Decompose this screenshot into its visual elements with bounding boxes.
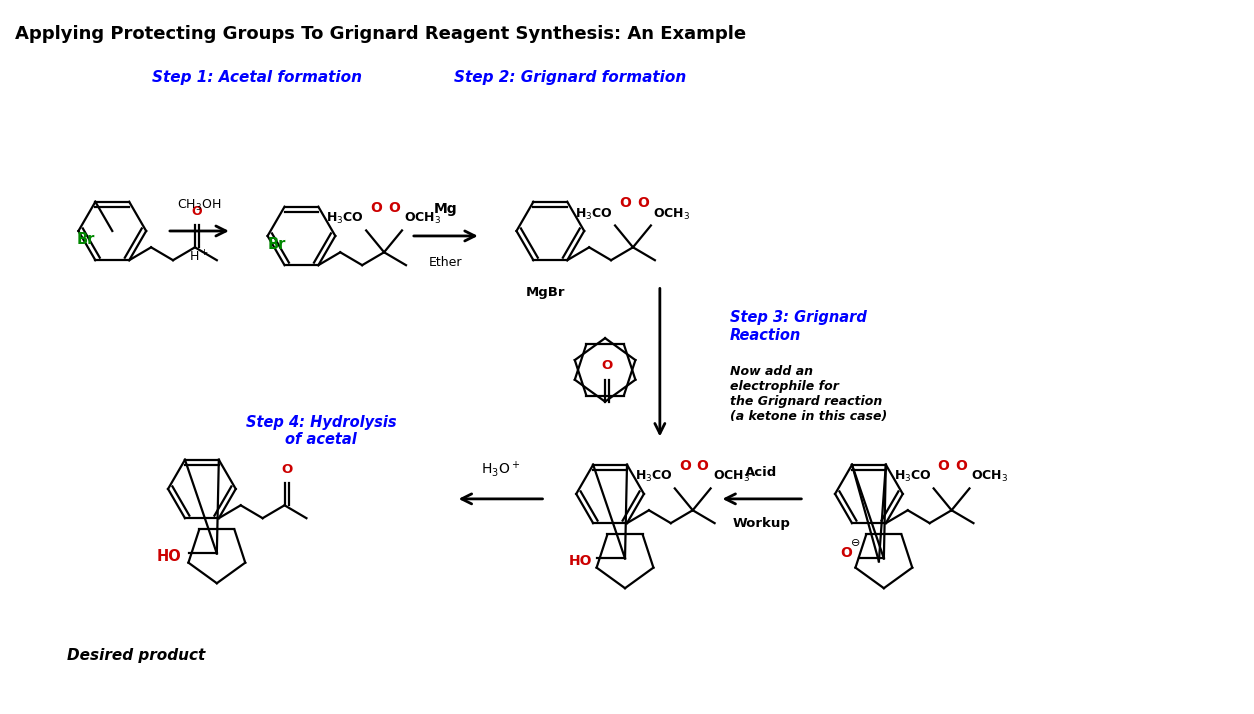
Text: Now add an
electrophile for
the Grignard reaction
(a ketone in this case): Now add an electrophile for the Grignard… (730, 365, 887, 423)
Text: H$_3$CO: H$_3$CO (894, 469, 932, 484)
Text: O: O (637, 196, 648, 210)
Text: Applying Protecting Groups To Grignard Reagent Synthesis: An Example: Applying Protecting Groups To Grignard R… (15, 24, 746, 43)
Text: Ether: Ether (429, 256, 463, 268)
Text: Desired product: Desired product (68, 648, 206, 663)
Text: ⊖: ⊖ (851, 538, 860, 548)
Text: OCH$_3$: OCH$_3$ (972, 469, 1008, 484)
Text: Step 2: Grignard formation: Step 2: Grignard formation (454, 70, 686, 85)
Text: OCH$_3$: OCH$_3$ (653, 206, 690, 221)
Text: MgBr: MgBr (525, 286, 566, 298)
Text: O: O (619, 196, 631, 210)
Text: OCH$_3$: OCH$_3$ (712, 469, 750, 484)
Text: HO: HO (568, 554, 592, 568)
Text: H$_3$CO: H$_3$CO (635, 469, 673, 484)
Text: O: O (387, 201, 400, 215)
Text: O: O (956, 458, 967, 473)
Text: Mg: Mg (434, 202, 458, 216)
Text: H$_3$CO: H$_3$CO (326, 211, 364, 226)
Text: O: O (938, 458, 949, 473)
Text: Workup: Workup (732, 517, 790, 530)
Text: HO: HO (157, 549, 182, 564)
Text: H$_3$CO: H$_3$CO (576, 206, 613, 221)
Text: Step 3: Grignard
Reaction: Step 3: Grignard Reaction (730, 311, 867, 343)
Text: CH$_3$OH: CH$_3$OH (177, 198, 221, 213)
Text: O: O (697, 458, 709, 473)
Text: O: O (192, 204, 202, 218)
Text: Br: Br (76, 231, 94, 246)
Text: Br: Br (267, 236, 286, 251)
Text: H$^+$: H$^+$ (189, 249, 208, 264)
Text: Step 4: Hydrolysis
of acetal: Step 4: Hydrolysis of acetal (246, 415, 396, 447)
Text: O: O (678, 458, 691, 473)
Text: O: O (602, 359, 613, 372)
Text: O: O (840, 546, 851, 560)
Text: OCH$_3$: OCH$_3$ (404, 211, 441, 226)
Text: Acid: Acid (745, 466, 777, 479)
Text: Step 1: Acetal formation: Step 1: Acetal formation (152, 70, 361, 85)
Text: H$_3$O$^+$: H$_3$O$^+$ (482, 459, 520, 479)
Text: O: O (281, 463, 292, 476)
Text: O: O (370, 201, 382, 215)
